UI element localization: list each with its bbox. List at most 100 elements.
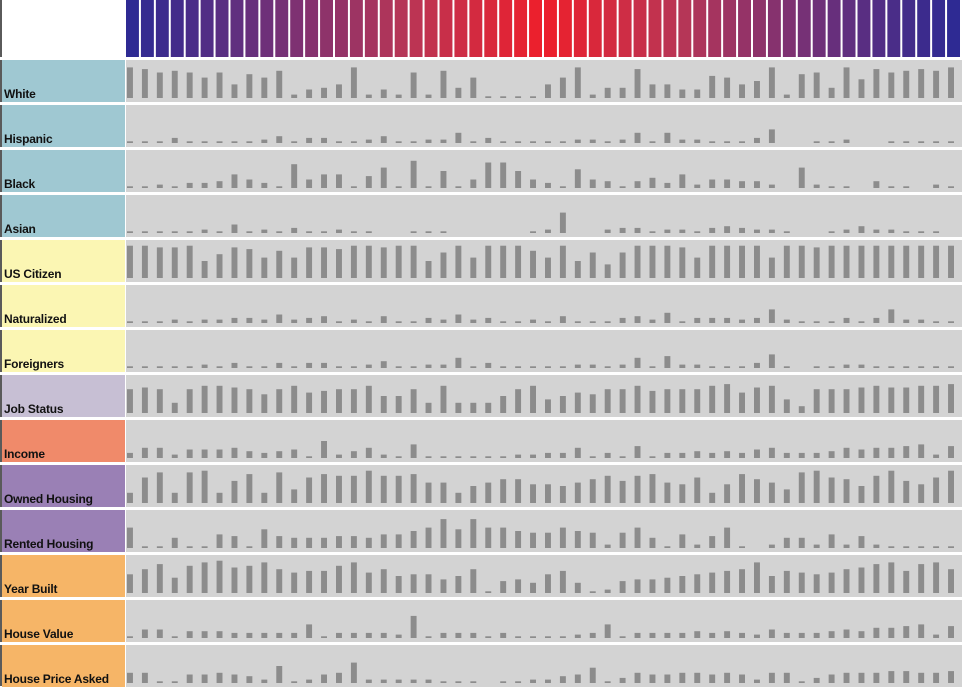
row-label-cell[interactable]: Owned Housing — [2, 465, 125, 507]
row-label-cell[interactable]: White — [2, 60, 125, 102]
bar — [559, 452, 566, 458]
row-separator — [0, 417, 964, 420]
bar — [470, 77, 477, 98]
bar — [455, 529, 462, 548]
bar — [321, 362, 327, 368]
bar — [530, 96, 536, 98]
bar — [843, 67, 850, 98]
bar — [664, 452, 671, 458]
bar — [395, 186, 402, 188]
bar — [500, 321, 507, 323]
bar — [739, 319, 745, 323]
bar — [156, 184, 163, 188]
row-label-cell[interactable]: House Value — [2, 600, 125, 642]
bar — [306, 624, 313, 638]
bar — [500, 681, 507, 683]
bar — [336, 229, 342, 233]
bar — [768, 67, 775, 98]
bar — [828, 631, 835, 638]
row-separator — [0, 642, 964, 645]
bar — [291, 489, 298, 503]
row-label-cell[interactable]: Black — [2, 150, 125, 192]
bar — [231, 536, 238, 548]
bar — [858, 486, 865, 503]
bar — [186, 674, 193, 683]
bar — [918, 141, 925, 143]
bar — [350, 366, 357, 368]
bar — [141, 477, 148, 503]
bar — [649, 319, 656, 323]
header-color-cell — [648, 0, 662, 58]
bar — [619, 456, 626, 458]
row-label-cell[interactable]: Income — [2, 420, 125, 462]
bar — [739, 366, 745, 368]
bar — [321, 474, 327, 503]
bar — [276, 70, 283, 98]
bar — [694, 364, 701, 368]
bar — [559, 676, 566, 683]
bar — [768, 544, 775, 548]
bar — [918, 231, 925, 233]
bar — [888, 186, 895, 188]
bar — [589, 456, 596, 458]
attribute-row: Year Built — [2, 555, 962, 597]
row-label-cell[interactable]: Foreigners — [2, 330, 125, 372]
bar — [380, 316, 387, 323]
bar — [574, 67, 581, 98]
bar — [679, 576, 686, 593]
bar — [291, 385, 298, 413]
bar — [141, 321, 148, 323]
attribute-row: Rented Housing — [2, 510, 962, 552]
bar — [485, 162, 492, 188]
bar — [873, 245, 880, 278]
bar — [903, 480, 910, 503]
bar — [246, 74, 253, 98]
row-label-cell[interactable]: Rented Housing — [2, 510, 125, 552]
bar — [201, 229, 208, 233]
row-label: White — [4, 87, 36, 101]
row-label-cell[interactable]: Job Status — [2, 375, 125, 417]
bar — [530, 454, 536, 458]
bar — [545, 366, 551, 368]
bar — [679, 247, 686, 278]
bar — [724, 366, 731, 368]
bar — [649, 456, 656, 458]
bar — [127, 321, 133, 323]
bar — [156, 231, 163, 233]
row-label-cell[interactable]: US Citizen — [2, 240, 125, 282]
row-label-cell[interactable]: Asian — [2, 195, 125, 237]
bar — [127, 574, 133, 593]
bar — [888, 627, 895, 638]
row-label-cell[interactable]: Year Built — [2, 555, 125, 597]
bar — [321, 674, 327, 683]
bar — [276, 451, 283, 458]
bar — [530, 679, 536, 683]
bar — [888, 229, 895, 233]
bar — [873, 69, 880, 98]
bar — [336, 174, 342, 188]
bar — [724, 317, 731, 323]
header-color-cell — [902, 0, 916, 58]
bar — [813, 141, 820, 143]
row-label-cell[interactable]: House Price Asked — [2, 645, 125, 687]
bar — [559, 186, 566, 188]
bar — [350, 245, 357, 278]
bar — [948, 245, 954, 278]
bar — [694, 257, 701, 278]
bar — [127, 366, 133, 368]
bar — [798, 406, 805, 413]
bar — [918, 624, 925, 638]
row-label-cell[interactable]: Hispanic — [2, 105, 125, 147]
bar — [828, 186, 835, 188]
header-color-cell — [782, 0, 796, 58]
row-label-cell[interactable]: Naturalized — [2, 285, 125, 327]
bar — [754, 229, 760, 233]
bar — [380, 475, 387, 503]
header-color-cell — [454, 0, 468, 58]
row-separator — [0, 192, 964, 195]
bar — [783, 489, 790, 503]
bar — [261, 257, 268, 278]
bar — [201, 364, 208, 368]
bar — [306, 89, 313, 98]
bar — [455, 402, 462, 413]
